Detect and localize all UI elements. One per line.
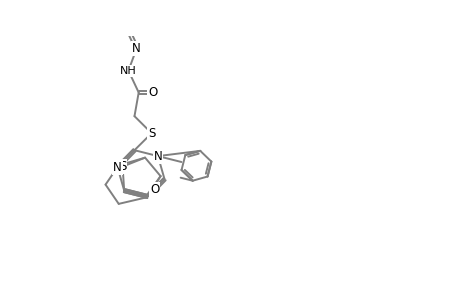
Text: N: N (153, 150, 162, 163)
Text: O: O (150, 183, 159, 196)
Text: N: N (132, 42, 141, 55)
Text: S: S (148, 127, 155, 140)
Text: NH: NH (120, 66, 136, 76)
Text: S: S (118, 160, 126, 173)
Text: O: O (148, 86, 157, 99)
Text: N: N (113, 161, 122, 174)
